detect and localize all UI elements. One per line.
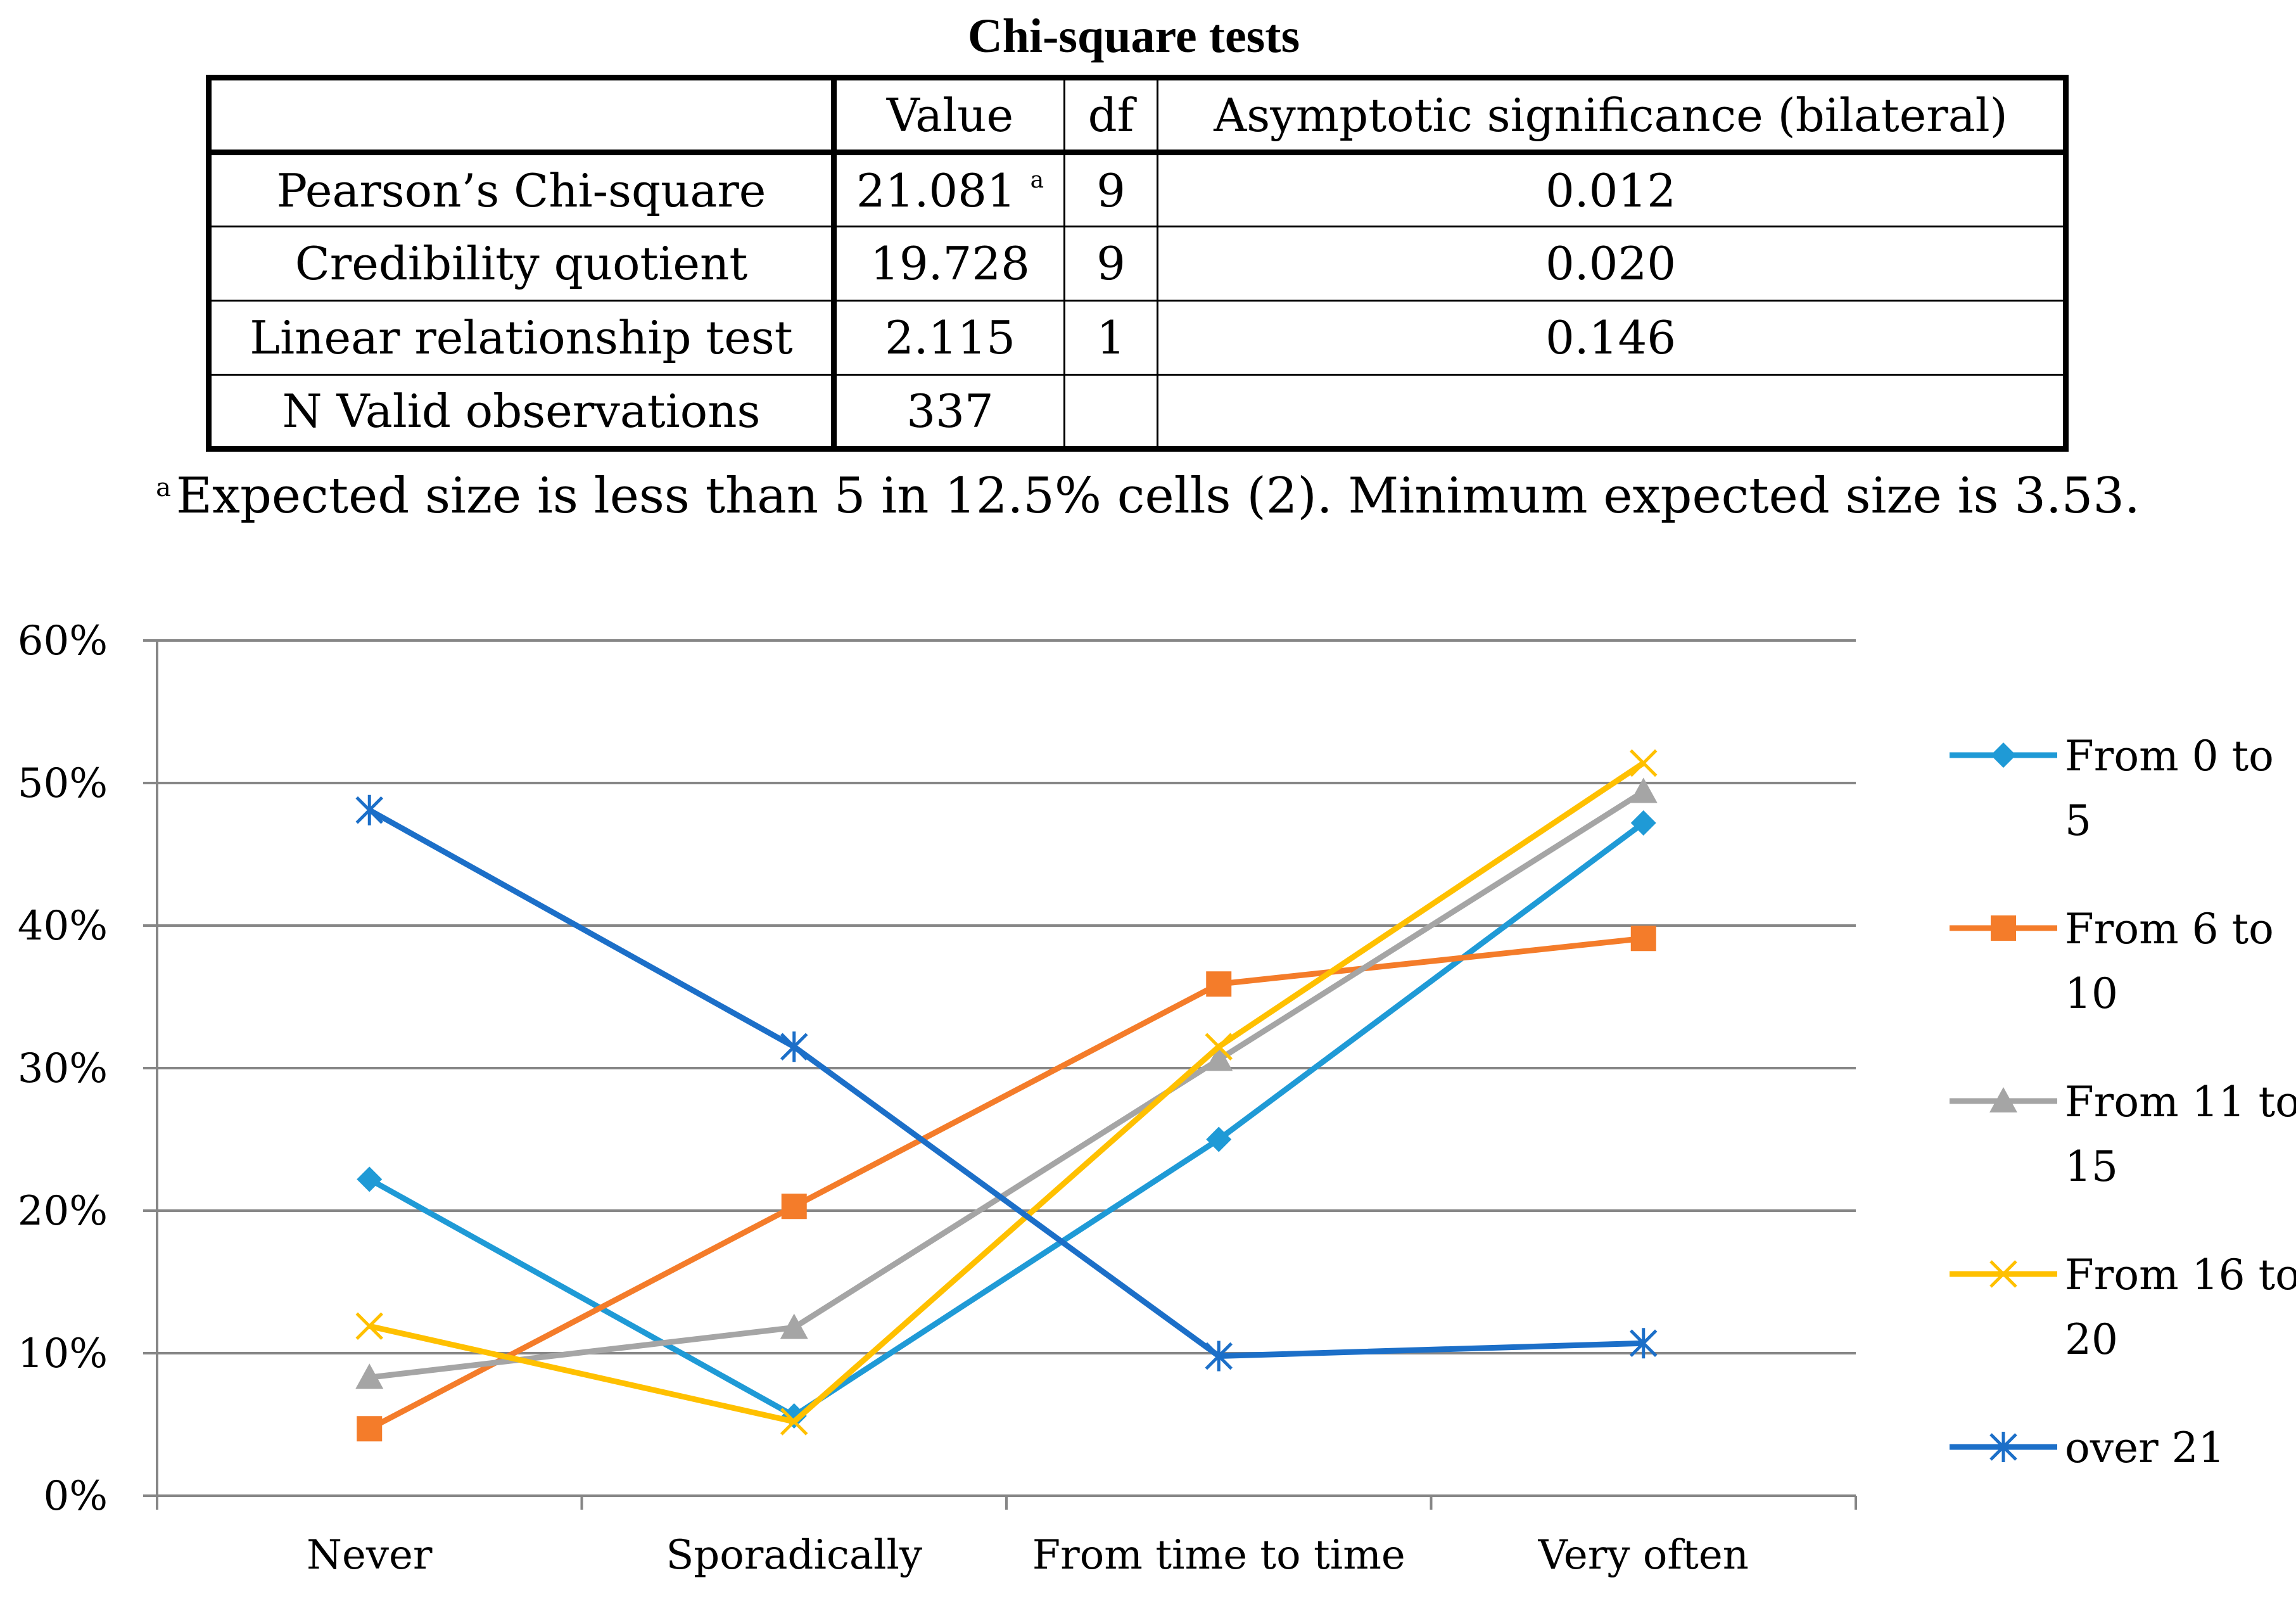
row-significance: 0.012 <box>1157 151 2067 227</box>
row-label: Linear relationship test <box>208 300 837 376</box>
x-tick-label: Never <box>307 1532 433 1579</box>
legend-marker <box>1989 1432 2017 1462</box>
data-point <box>1630 810 1656 836</box>
table-header-blank <box>208 77 837 155</box>
legend-marker <box>1989 1260 2017 1288</box>
table-header-significance: Asymptotic significance (bilateral) <box>1157 77 2067 155</box>
row-label: N Valid observations <box>208 374 837 450</box>
marker-stroke <box>1629 749 1658 777</box>
footnote-marker: a <box>1030 167 1044 193</box>
y-tick-label: 10% <box>18 1330 108 1377</box>
data-point <box>1206 1126 1232 1152</box>
row-df: 1 <box>1063 300 1158 376</box>
row-significance: 0.020 <box>1157 226 2067 302</box>
row-label: Credibility quotient <box>208 226 837 302</box>
data-point <box>780 1313 808 1339</box>
series-line <box>369 760 1646 1425</box>
data-point <box>355 1312 384 1341</box>
marker-stroke <box>355 1312 384 1341</box>
data-point <box>355 794 384 825</box>
data-point <box>1630 926 1656 952</box>
table-row: N Valid observations 337 <box>208 374 2067 450</box>
row-value: 337 <box>833 374 1065 450</box>
row-label: Pearson’s Chi-square <box>208 151 837 227</box>
legend-label: 10 <box>2065 969 2118 1018</box>
table-title: Chi-square tests <box>967 10 1300 63</box>
series-line <box>368 807 1644 1359</box>
legend-marker <box>1991 915 2016 941</box>
y-tick-label: 40% <box>18 903 108 950</box>
legend-label: From 0 to <box>2065 732 2274 780</box>
table-footnote: a Expected size is less than 5 in 12.5% c… <box>0 468 2296 525</box>
row-significance: 0.146 <box>1157 300 2067 376</box>
legend-marker <box>1991 742 2016 768</box>
table-row: Pearson’s Chi-square 21.081 a 9 0.012 <box>208 151 2067 227</box>
x-tick-label: From time to time <box>1032 1532 1405 1579</box>
data-point <box>1205 1033 1233 1061</box>
data-point <box>1629 749 1658 777</box>
row-df: 9 <box>1063 226 1158 302</box>
gridlines <box>157 639 1856 1354</box>
legend-label: From 16 to <box>2065 1251 2296 1299</box>
legend-label: over 21 <box>2065 1424 2225 1472</box>
data-point <box>1205 1045 1233 1071</box>
data-point <box>1629 777 1658 803</box>
y-tick-label: 50% <box>18 760 108 807</box>
row-significance <box>1157 374 2067 450</box>
footnote-text: Expected size is less than 5 in 12.5% ce… <box>176 468 2140 525</box>
data-point <box>357 1416 383 1442</box>
y-tick-label: 20% <box>18 1188 108 1235</box>
table-row: Linear relationship test 2.115 1 0.146 <box>208 300 2067 376</box>
series-line <box>368 820 1646 1419</box>
chi-square-table: Value df Asymptotic significance (bilate… <box>206 75 2069 452</box>
row-value: 19.728 <box>833 226 1065 302</box>
data-point <box>780 1408 808 1436</box>
marker-stroke <box>1989 1260 2017 1288</box>
y-tick-label: 0% <box>43 1473 108 1520</box>
data-point <box>781 1194 807 1220</box>
legend-label: 15 <box>2065 1142 2118 1191</box>
x-tick-label: Sporadically <box>666 1532 922 1579</box>
y-tick-label: 60% <box>18 618 108 665</box>
legend-label: From 11 to <box>2065 1078 2296 1126</box>
legend: From 0 to 5 From 6 to 10 From 11 to 15 From 16… <box>1950 732 2296 1472</box>
table-row: Credibility quotient 19.728 9 0.020 <box>208 226 2067 302</box>
table-header-value: Value <box>833 77 1065 155</box>
x-tick-label: Very often <box>1538 1532 1749 1579</box>
series-line <box>369 789 1646 1380</box>
data-point <box>780 1031 808 1062</box>
row-df <box>1063 374 1158 450</box>
data-point <box>355 1363 384 1389</box>
data-point <box>1205 1341 1233 1372</box>
footnote-mark: a <box>156 473 172 502</box>
data-point <box>1629 1328 1658 1359</box>
series-line <box>368 935 1644 1432</box>
table-header-df: df <box>1063 77 1158 155</box>
row-value-text: 21.081 <box>856 163 1016 217</box>
marker-stroke <box>1205 1033 1233 1061</box>
legend-label: 5 <box>2065 796 2091 845</box>
row-value: 21.081 a <box>833 151 1065 227</box>
legend-label: From 6 to <box>2065 905 2274 953</box>
row-value: 2.115 <box>833 300 1065 376</box>
marker-stroke <box>780 1408 808 1436</box>
legend-marker <box>1989 1087 2017 1112</box>
data-point <box>357 1166 383 1192</box>
row-df: 9 <box>1063 151 1158 227</box>
series-lines <box>355 749 1658 1442</box>
table-header-row: Value df Asymptotic significance (bilate… <box>208 77 2067 155</box>
data-point <box>1206 971 1232 997</box>
axes: 0% 10% 20% 30% 40% 50% 60% Never Sporadically Fro… <box>18 618 1857 1579</box>
y-tick-label: 30% <box>18 1045 108 1092</box>
legend-label: 20 <box>2065 1315 2118 1364</box>
